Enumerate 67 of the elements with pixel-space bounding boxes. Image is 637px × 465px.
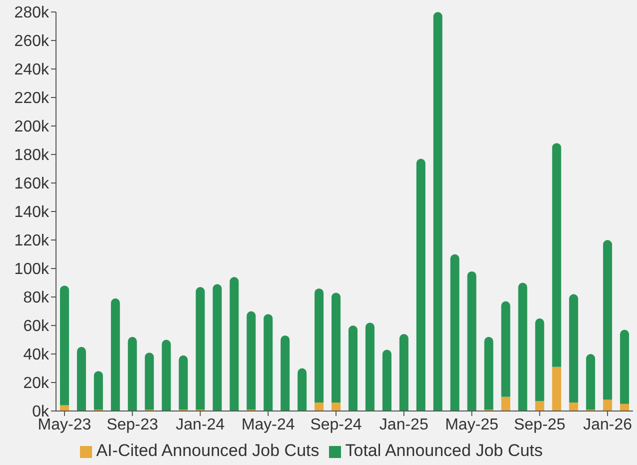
bar: [110, 298, 120, 411]
bar: [246, 311, 256, 410]
y-tick-label: 260k: [14, 33, 50, 50]
bar: [552, 143, 562, 367]
bar: [314, 402, 324, 411]
x-tick-label: May-23: [38, 416, 92, 434]
y-tick-label: 220k: [14, 90, 50, 108]
bar: [603, 240, 612, 400]
x-tick-label: Sep-23: [106, 416, 158, 434]
bar: [484, 336, 494, 410]
bar: [94, 371, 103, 410]
bar: [569, 294, 578, 402]
bar: [450, 254, 460, 411]
bar: [76, 346, 86, 411]
bar: [569, 402, 578, 411]
y-tick-label: 80k: [23, 290, 50, 307]
legend-label: AI-Cited Announced Job Cuts: [96, 441, 320, 460]
bar: [298, 368, 307, 411]
bar: [230, 277, 239, 411]
bar: [620, 404, 630, 411]
bar: [212, 284, 222, 411]
bar: [501, 301, 510, 397]
bar: [280, 335, 290, 411]
y-tick-label: 280k: [14, 4, 50, 22]
x-tick-label: May-25: [445, 416, 499, 434]
bar: [178, 355, 188, 410]
y-tick-label: 240k: [14, 62, 50, 79]
bar: [586, 354, 596, 410]
bar: [264, 314, 273, 411]
bar: [332, 292, 341, 402]
bar: [314, 288, 324, 402]
y-tick-label: 40k: [23, 346, 50, 364]
bar: [196, 287, 205, 410]
bar: [603, 400, 612, 411]
x-tick-label: Jan-25: [379, 416, 428, 434]
bar: [535, 318, 544, 402]
bar: [60, 286, 69, 406]
y-tick-label: 20k: [23, 375, 50, 392]
bar: [433, 12, 442, 411]
x-tick-label: Jan-24: [176, 416, 225, 434]
legend-label: Total Announced Job Cuts: [345, 441, 543, 460]
x-tick-label: May-24: [241, 416, 295, 434]
x-tick-label: Sep-25: [514, 416, 566, 434]
bar: [365, 322, 374, 411]
y-tick-label: 160k: [14, 176, 50, 193]
bar: [620, 330, 630, 404]
bar: [518, 282, 528, 411]
bar: [416, 158, 426, 411]
bar: [348, 326, 358, 411]
bar: [162, 340, 171, 411]
bar: [535, 401, 544, 411]
bar: [382, 350, 392, 411]
bar: [501, 396, 510, 411]
bar: [144, 352, 154, 410]
y-tick-label: 180k: [14, 147, 50, 164]
bar: [399, 334, 408, 411]
bar: [467, 271, 476, 411]
y-tick-label: 140k: [14, 204, 50, 222]
y-tick-label: 120k: [14, 232, 50, 250]
bar: [332, 402, 341, 411]
x-tick-label: Sep-24: [310, 416, 362, 434]
y-tick-label: 200k: [14, 118, 50, 136]
x-tick-label: Jan-26: [583, 416, 632, 434]
bar: [128, 336, 137, 411]
bar: [552, 366, 562, 411]
y-tick-label: 60k: [23, 318, 50, 336]
y-tick-label: 100k: [14, 261, 50, 278]
